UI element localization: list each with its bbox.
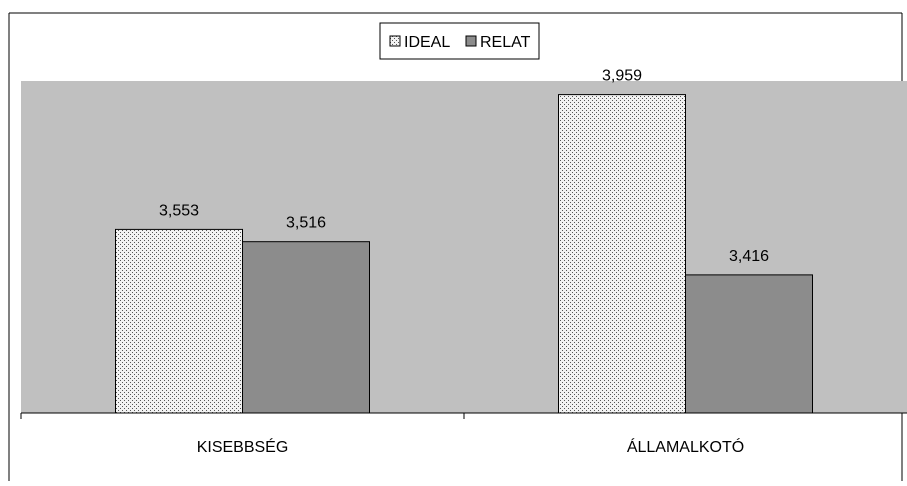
category-labels-layer: KISEBBSÉG ÁLLAMALKOTÓ [197, 437, 744, 456]
bar-ideal-0 [115, 228, 243, 414]
category-label-0: KISEBBSÉG [197, 437, 289, 456]
value-labels-layer: 3,553 3,516 3,959 3,416 [159, 68, 769, 265]
bar-relat-0 [242, 241, 370, 414]
legend-label-ideal: IDEAL [404, 34, 450, 51]
legend-swatch-ideal [389, 35, 401, 47]
legend-swatch-relat [465, 35, 477, 47]
category-label-1: ÁLLAMALKOTÓ [627, 437, 744, 456]
legend-box [379, 22, 540, 60]
bar-relat-1 [685, 274, 813, 414]
value-label-ideal-0: 3,553 [159, 202, 199, 219]
legend-label-relat: RELAT [480, 34, 531, 51]
bars-layer [115, 94, 813, 414]
value-label-relat-1: 3,416 [729, 248, 769, 265]
value-label-relat-0: 3,516 [286, 215, 326, 232]
legend: IDEAL RELAT [379, 22, 540, 60]
value-label-ideal-1: 3,959 [602, 68, 642, 85]
bar-ideal-1 [558, 94, 686, 414]
